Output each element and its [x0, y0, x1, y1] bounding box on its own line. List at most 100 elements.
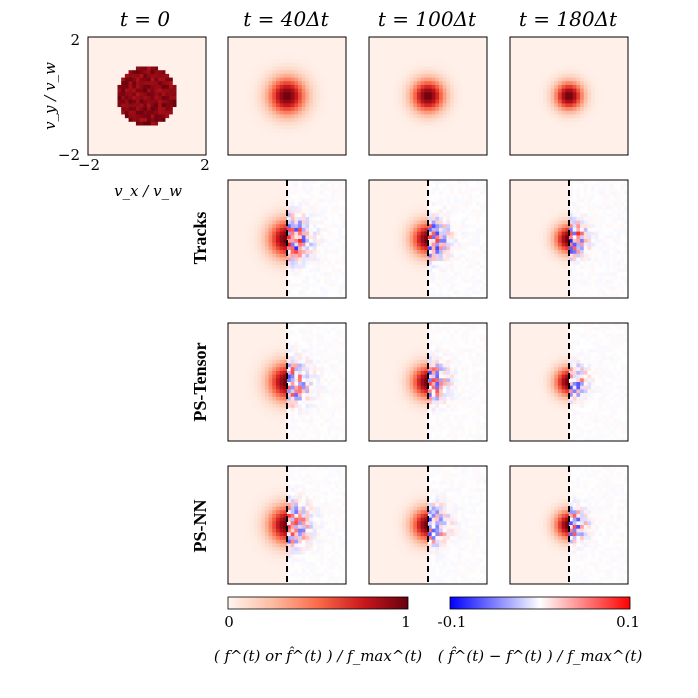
heatmap-cell — [250, 151, 255, 156]
heatmap-cell — [565, 110, 570, 115]
heatmap-cell — [591, 121, 596, 126]
heatmap-cell — [180, 129, 185, 134]
heatmap-cell — [268, 180, 273, 185]
heatmap-cell — [154, 125, 159, 130]
heatmap-cell — [312, 151, 317, 156]
heatmap-cell — [202, 99, 207, 104]
heatmap-cell — [598, 92, 603, 97]
heatmap-cell — [135, 121, 140, 126]
heatmap-cell — [316, 242, 321, 247]
heatmap-cell — [275, 279, 280, 284]
heatmap-cell — [572, 37, 577, 42]
heatmap-cell — [521, 55, 526, 60]
heatmap-cell — [334, 62, 339, 67]
heatmap-cell — [435, 107, 440, 112]
heatmap-cell — [338, 88, 343, 93]
heatmap-cell — [334, 132, 339, 137]
heatmap-cell — [394, 107, 399, 112]
heatmap-cell — [143, 70, 148, 75]
heatmap-cell — [483, 125, 488, 130]
heatmap-cell — [479, 77, 484, 82]
heatmap-cell — [287, 261, 292, 266]
heatmap-cell — [228, 37, 233, 42]
heatmap-cell — [198, 125, 203, 130]
heatmap-cell — [479, 62, 484, 67]
heatmap-cell — [383, 110, 388, 115]
heatmap-cell — [301, 92, 306, 97]
heatmap-cell — [132, 66, 137, 71]
heatmap-cell — [594, 66, 599, 71]
heatmap-cell — [338, 62, 343, 67]
heatmap-cell — [457, 99, 462, 104]
heatmap-cell — [376, 121, 381, 126]
heatmap-cell — [301, 118, 306, 123]
heatmap-cell — [143, 48, 148, 53]
heatmap-cell — [202, 125, 207, 130]
heatmap-cell — [161, 81, 166, 86]
heatmap-cell — [305, 132, 310, 137]
heatmap-cell — [99, 77, 104, 82]
heatmap-cell — [327, 253, 332, 258]
heatmap-cell — [554, 129, 559, 134]
heatmap-cell — [439, 62, 444, 67]
heatmap-cell — [242, 96, 247, 101]
heatmap-cell — [279, 62, 284, 67]
heatmap-cell — [424, 44, 429, 49]
heatmap-cell — [420, 140, 425, 145]
heatmap-cell — [372, 73, 377, 78]
heatmap-cell — [616, 110, 621, 115]
heatmap-cell — [99, 147, 104, 152]
heatmap-cell — [309, 205, 314, 210]
heatmap-cell — [257, 59, 262, 64]
heatmap-cell — [283, 114, 288, 119]
heatmap-cell — [323, 290, 328, 295]
heatmap-cell — [453, 59, 458, 64]
heatmap-cell — [517, 55, 522, 60]
heatmap-cell — [272, 107, 277, 112]
heatmap-cell — [550, 147, 555, 152]
heatmap-cell — [202, 129, 207, 134]
heatmap-cell — [113, 84, 118, 89]
heatmap-cell — [261, 110, 266, 115]
heatmap-cell — [239, 202, 244, 207]
heatmap-cell — [602, 147, 607, 152]
heatmap-cell — [524, 40, 529, 45]
heatmap-cell — [198, 59, 203, 64]
heatmap-cell — [275, 275, 280, 280]
heatmap-cell — [517, 62, 522, 67]
heatmap-cell — [183, 48, 188, 53]
heatmap-cell — [279, 143, 284, 148]
heatmap-cell — [110, 140, 115, 145]
heatmap-cell — [272, 191, 277, 196]
heatmap-cell — [316, 143, 321, 148]
heatmap-cell — [169, 143, 174, 148]
heatmap-cell — [235, 231, 240, 236]
heatmap-cell — [250, 99, 255, 104]
heatmap-cell — [435, 103, 440, 108]
heatmap-cell — [183, 51, 188, 56]
heatmap-cell — [242, 216, 247, 221]
heatmap-cell — [290, 92, 295, 97]
heatmap-cell — [253, 261, 258, 266]
heatmap-cell — [383, 81, 388, 86]
heatmap-cell — [287, 37, 292, 42]
heatmap-cell — [320, 253, 325, 258]
heatmap-cell — [376, 99, 381, 104]
heatmap-cell — [446, 59, 451, 64]
heatmap-cell — [95, 81, 100, 86]
heatmap-cell — [194, 84, 199, 89]
heatmap-cell — [513, 77, 518, 82]
heatmap-cell — [268, 37, 273, 42]
heatmap-cell — [510, 59, 515, 64]
heatmap-cell — [257, 132, 262, 137]
heatmap-cell — [198, 40, 203, 45]
heatmap-cell — [283, 191, 288, 196]
heatmap-cell — [287, 48, 292, 53]
heatmap-cell — [387, 121, 392, 126]
heatmap-cell — [102, 48, 107, 53]
heatmap-cell — [268, 132, 273, 137]
heatmap-cell — [228, 257, 233, 262]
heatmap-cell — [95, 121, 100, 126]
heatmap-cell — [301, 209, 306, 214]
heatmap-cell — [598, 151, 603, 156]
